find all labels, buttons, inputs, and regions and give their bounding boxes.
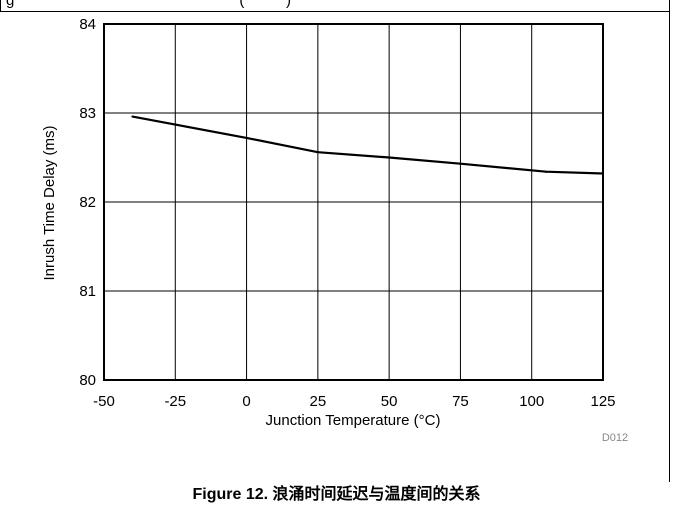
figure-caption: Figure 12. 浪涌时间延迟与温度间的关系 [192,486,481,503]
y-tick-label: 81 [79,283,96,300]
plot-border [103,23,604,381]
x-axis-title: Junction Temperature (°C) [266,412,441,429]
y-axis-title: Inrush Time Delay (ms) [41,125,58,280]
x-tick-label: 75 [452,393,469,410]
y-tick-label: 84 [79,16,96,33]
y-tick-label: 80 [79,372,96,389]
y-tick-labels: 80 81 82 83 84 [79,16,96,389]
top-frame-left-edge [0,0,1,12]
data-point [245,136,248,140]
x-tick-labels: -50 -25 0 25 50 75 100 125 [93,393,615,410]
data-point [601,172,605,175]
x-tick-label: -25 [164,393,186,410]
x-tick-label: 100 [519,393,544,410]
data-point [544,170,548,173]
x-tick-label: 50 [381,393,398,410]
grid-lines [103,23,604,381]
top-frame-line [0,11,670,12]
data-point [459,162,462,165]
x-tick-label: 0 [242,393,250,410]
top-frame: g ( ) [0,0,673,12]
right-frame-edge [669,12,670,482]
x-tick-label: 125 [590,393,615,410]
line-chart: -50 -25 0 25 50 75 100 125 80 81 82 83 84 Junction … [41,16,628,444]
clipped-header-text: g ( ) [6,0,292,9]
x-tick-label: -50 [93,393,115,410]
data-point [316,151,319,154]
data-point [131,115,134,118]
y-tick-label: 82 [79,194,96,211]
top-frame-right-edge [669,0,670,12]
y-tick-label: 83 [79,105,96,122]
x-tick-label: 25 [310,393,327,410]
data-points [131,115,605,175]
figure-code-label: D012 [602,432,628,444]
data-point [388,156,391,159]
data-point [174,123,177,126]
series-line [132,115,604,175]
